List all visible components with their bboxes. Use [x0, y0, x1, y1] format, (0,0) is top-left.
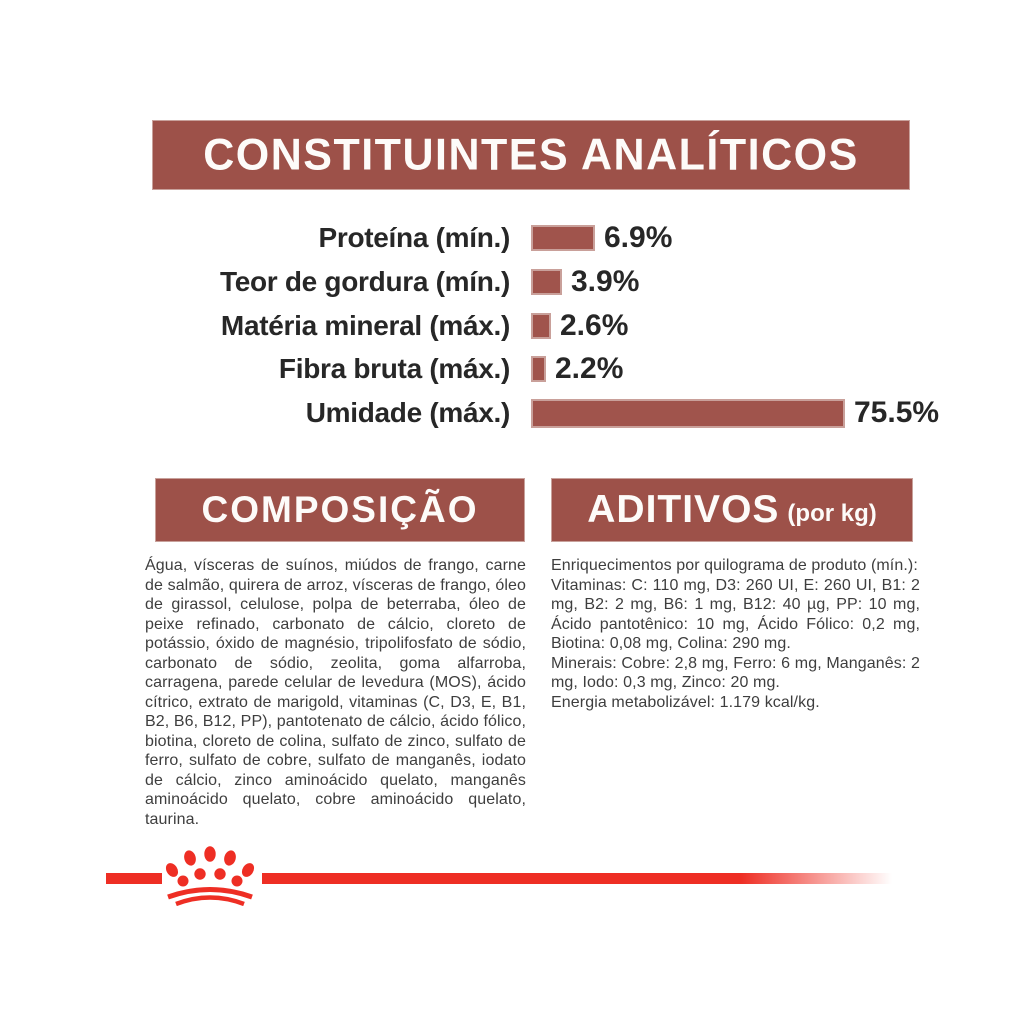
analytical-constituents-title: CONSTITUINTES ANALÍTICOS — [203, 129, 859, 180]
brand-line-right — [262, 873, 892, 884]
additives-line-enrichment: Enriquecimentos por quilograma de produt… — [551, 557, 918, 574]
chart-category-label: Matéria mineral (máx.) — [220, 310, 510, 341]
chart-value-label: 6.9% — [604, 221, 673, 254]
additives-line-minerals: Minerais: Cobre: 2,8 mg, Ferro: 6 mg, Ma… — [551, 654, 920, 692]
chart-bar — [531, 356, 546, 382]
chart-row-fiber: Fibra bruta (máx.) 2.2% — [140, 352, 624, 385]
composition-title: COMPOSIÇÃO — [201, 489, 479, 530]
analytical-constituents-header: CONSTITUINTES ANALÍTICOS — [152, 120, 910, 190]
additives-line-energy: Energia metabolizável: 1.179 kcal/kg. — [551, 693, 820, 711]
additives-title: ADITIVOS — [587, 488, 780, 531]
chart-row-moisture: Umidade (máx.) 75.5% — [140, 396, 940, 429]
composition-header: COMPOSIÇÃO — [155, 478, 525, 542]
chart-category-label: Teor de gordura (mín.) — [220, 266, 510, 297]
analytical-constituents-chart: Proteína (mín.) 6.9% Teor de gordura (mí… — [140, 215, 960, 435]
chart-bar — [531, 398, 845, 428]
chart-category-label: Umidade (máx.) — [305, 397, 511, 428]
chart-category-label: Proteína (mín.) — [318, 222, 510, 253]
additives-header: ADITIVOS (por kg) — [551, 478, 913, 542]
chart-value-label: 2.6% — [560, 309, 629, 342]
chart-category-label: Fibra bruta (máx.) — [278, 353, 510, 384]
chart-value-label: 3.9% — [571, 265, 640, 298]
chart-value-label: 75.5% — [854, 396, 940, 429]
brand-line-left — [106, 873, 162, 884]
chart-value-label: 2.2% — [555, 352, 624, 385]
composition-body: Água, vísceras de suínos, miúdos de fran… — [145, 557, 526, 828]
chart-row-mineral: Matéria mineral (máx.) 2.6% — [140, 309, 629, 342]
chart-bar — [531, 225, 595, 251]
chart-bar — [531, 313, 551, 339]
additives-line-vitamins: Vitaminas: C: 110 mg, D3: 260 UI, E: 260… — [551, 576, 920, 653]
additives-title-suffix: (por kg) — [787, 500, 877, 527]
chart-row-fat: Teor de gordura (mín.) 3.9% — [140, 265, 640, 298]
chart-bar — [531, 269, 562, 295]
royal-canin-crown-icon — [165, 846, 255, 906]
additives-body: Enriquecimentos por quilograma de produt… — [551, 556, 920, 712]
chart-row-protein: Proteína (mín.) 6.9% — [140, 221, 673, 254]
